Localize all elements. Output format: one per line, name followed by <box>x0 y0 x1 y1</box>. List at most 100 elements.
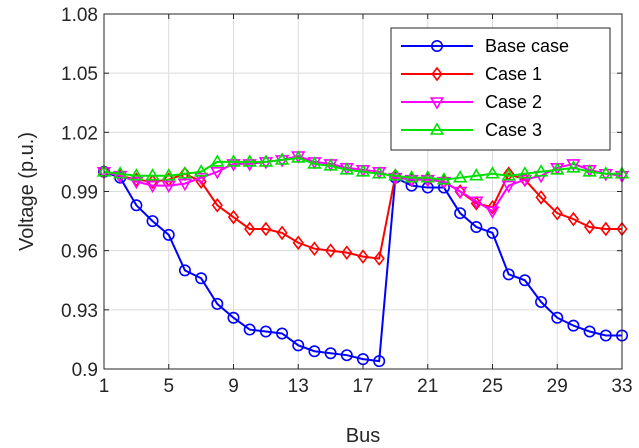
data-point <box>436 172 452 185</box>
data-point <box>404 174 419 188</box>
data-point <box>469 196 484 209</box>
y-tick-label: 1.02 <box>61 123 98 144</box>
legend-marker <box>431 66 443 82</box>
data-point <box>551 205 563 221</box>
data-point <box>583 325 596 338</box>
data-point <box>454 207 467 220</box>
data-point <box>242 154 257 167</box>
data-point <box>373 251 385 266</box>
data-point <box>582 164 597 177</box>
data-point <box>355 164 371 177</box>
legend-item: Base case <box>401 36 569 56</box>
data-point <box>436 176 452 190</box>
series-line <box>103 156 622 181</box>
data-point <box>567 319 580 332</box>
data-point <box>193 164 209 177</box>
data-point <box>195 272 208 285</box>
data-point <box>567 211 580 227</box>
data-point <box>308 345 321 358</box>
legend-label: Case 1 <box>485 64 542 84</box>
data-point <box>274 152 290 165</box>
x-tick-label: 1 <box>99 376 110 397</box>
data-point <box>193 172 209 186</box>
data-point <box>566 159 581 172</box>
data-point <box>517 174 533 188</box>
y-tick-label: 1.08 <box>61 5 98 26</box>
data-point <box>357 249 369 264</box>
data-point <box>502 268 515 281</box>
data-point <box>373 355 386 368</box>
legend: Base case Case 1 Case 2 Case 3 <box>390 27 611 151</box>
data-point <box>161 168 176 181</box>
y-tick-labels: 0.9 0.93 0.96 0.99 1.02 1.05 1.08 <box>61 5 98 381</box>
y-tick-label: 0.9 <box>72 360 98 381</box>
data-point <box>420 170 435 183</box>
data-point <box>258 154 274 167</box>
legend-label: Case 2 <box>485 92 542 112</box>
data-point <box>535 190 547 205</box>
data-point <box>566 160 581 173</box>
data-point <box>339 162 355 175</box>
data-point <box>535 295 548 308</box>
x-tick-label: 17 <box>352 376 373 397</box>
data-point <box>292 235 304 251</box>
data-point <box>129 176 144 190</box>
tick-marks <box>103 13 623 370</box>
data-point <box>243 323 256 336</box>
data-point <box>325 243 337 258</box>
x-tick-label: 13 <box>288 376 309 397</box>
data-point <box>161 180 176 194</box>
data-point <box>324 347 337 360</box>
legend-label: Case 3 <box>485 120 542 140</box>
data-point <box>276 327 289 340</box>
series-line <box>103 170 622 363</box>
data-point <box>485 206 500 219</box>
data-point <box>469 168 484 181</box>
data-point <box>292 339 305 352</box>
data-point <box>470 221 483 234</box>
data-point <box>308 241 321 257</box>
y-tick-label: 0.99 <box>61 183 98 204</box>
data-point <box>112 170 128 184</box>
x-tick-label: 5 <box>163 376 174 397</box>
data-point <box>276 225 288 241</box>
x-tick-label: 21 <box>417 376 438 397</box>
data-point <box>177 166 193 179</box>
series-case-3 <box>96 150 630 185</box>
data-point <box>260 221 272 237</box>
x-tick-label: 25 <box>482 376 503 397</box>
data-point <box>227 311 240 324</box>
data-point <box>533 164 549 177</box>
legend-item: Case 3 <box>401 120 542 140</box>
legend-marker <box>430 39 443 52</box>
x-tick-label: 29 <box>547 376 568 397</box>
data-point <box>388 168 403 181</box>
data-point <box>452 186 468 200</box>
data-point <box>244 221 256 237</box>
data-point <box>517 166 533 179</box>
legend-marker <box>429 97 445 110</box>
data-point <box>598 166 614 179</box>
data-point <box>242 159 257 172</box>
data-point <box>210 166 225 180</box>
data-point <box>550 162 565 175</box>
data-point <box>501 168 516 181</box>
x-tick-label: 9 <box>228 376 239 397</box>
y-axis-label: Voltage (p.u.) <box>16 132 38 251</box>
x-axis-label: Bus <box>346 425 380 447</box>
data-point <box>226 159 241 172</box>
series-base-case <box>98 165 628 368</box>
data-point <box>146 215 159 228</box>
data-point <box>177 178 193 192</box>
legend-marker <box>429 122 445 135</box>
data-point <box>130 199 143 212</box>
data-point <box>211 197 223 213</box>
data-point <box>112 166 128 179</box>
data-point <box>226 154 241 167</box>
y-tick-label: 0.93 <box>61 301 98 322</box>
data-point <box>371 166 387 179</box>
data-point <box>501 180 516 194</box>
data-point <box>291 150 306 163</box>
data-point <box>584 219 596 235</box>
